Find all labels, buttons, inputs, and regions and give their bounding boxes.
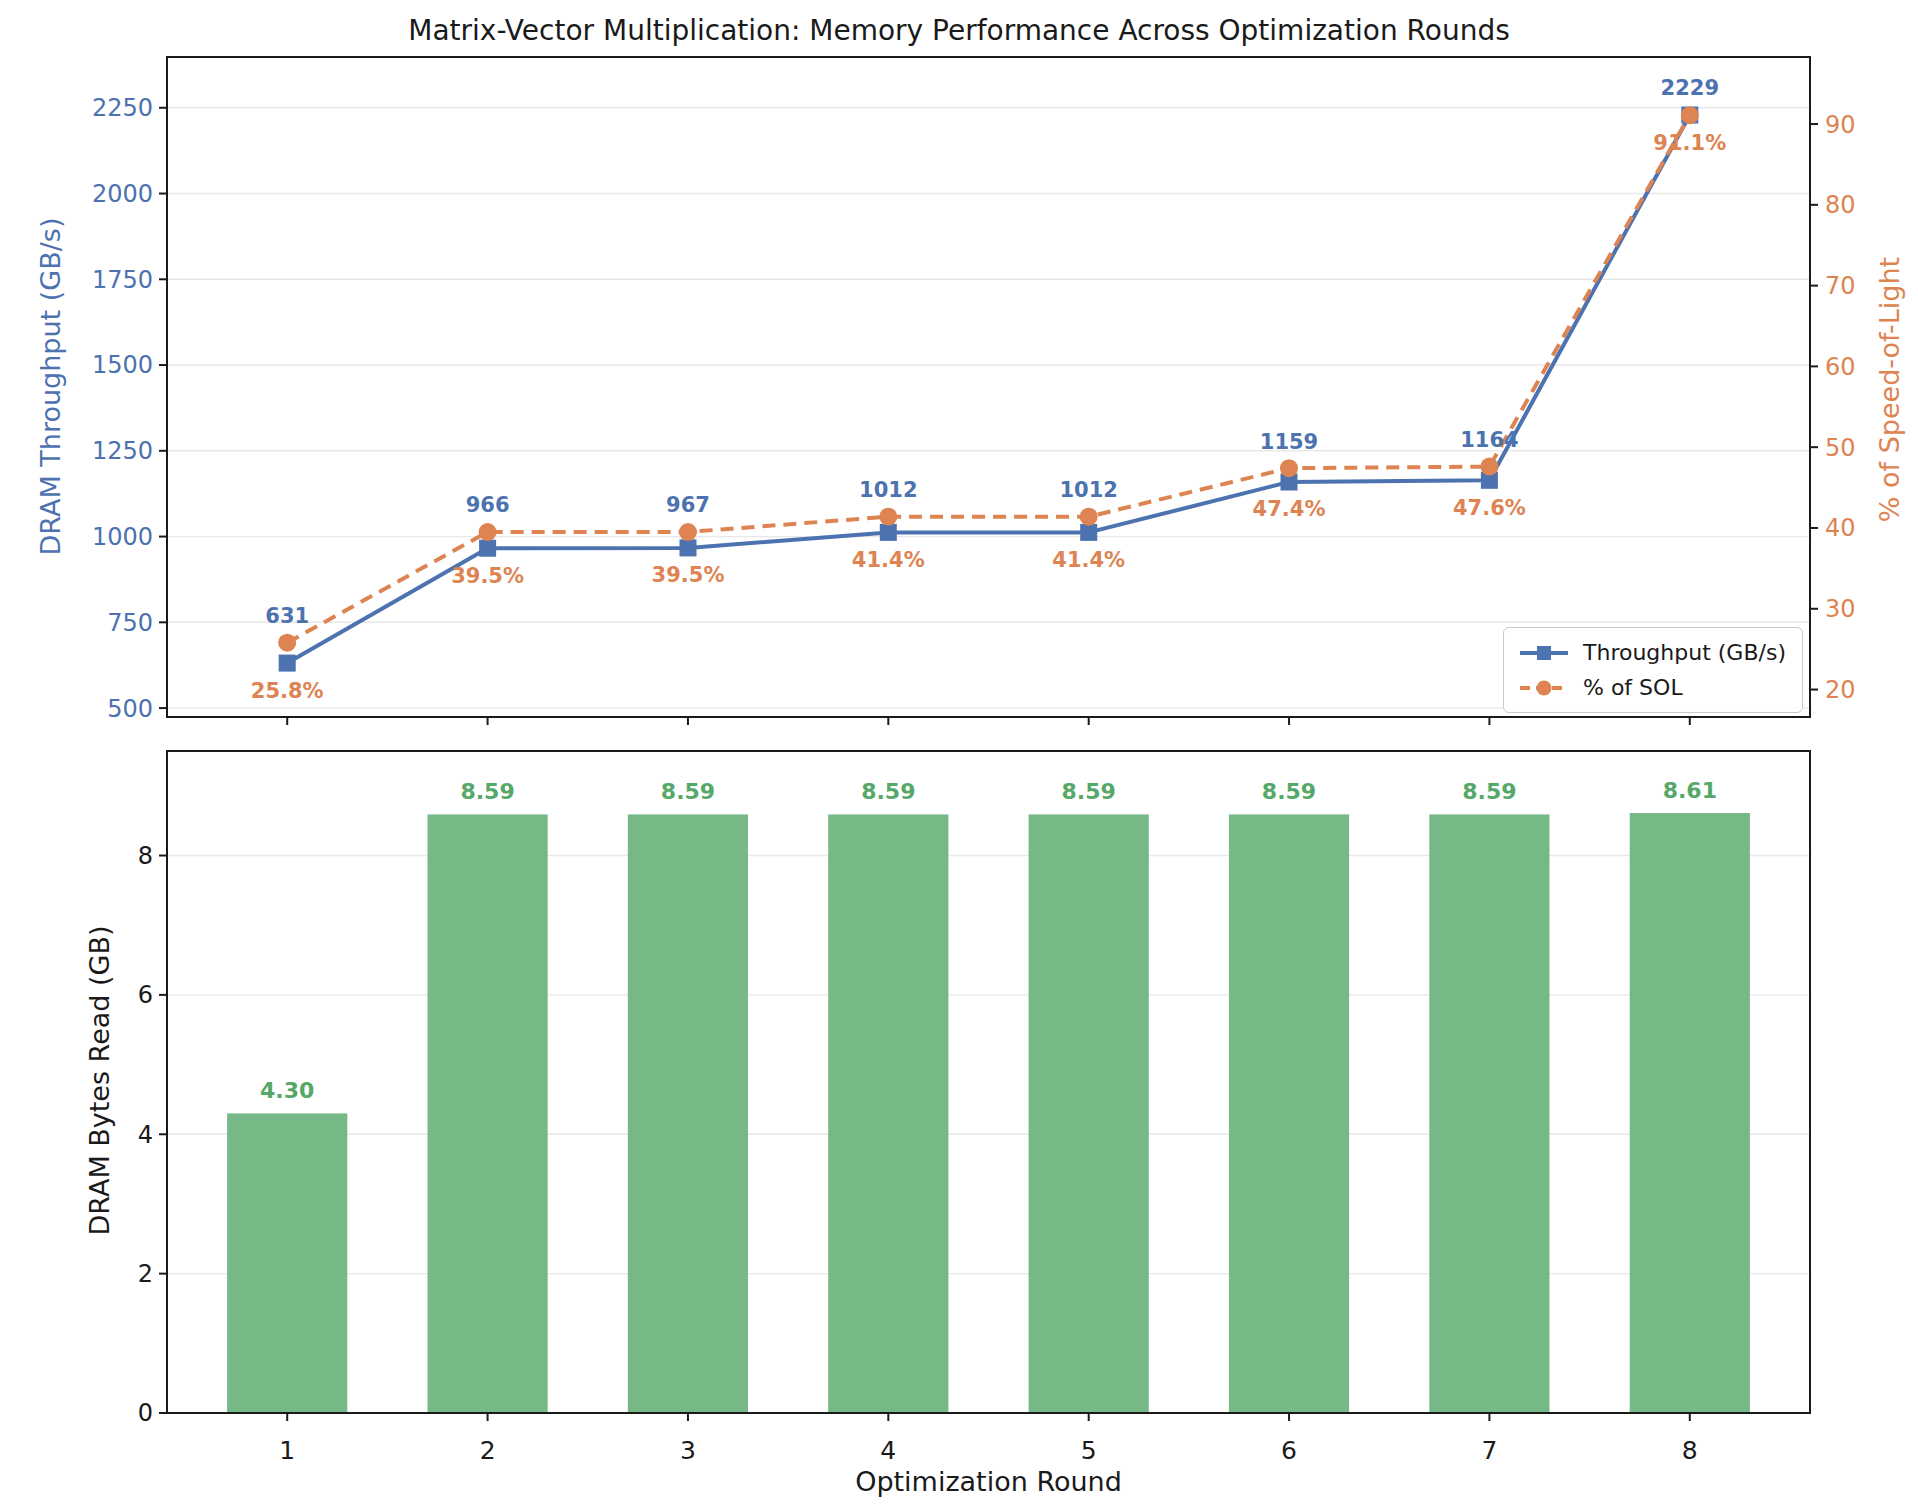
- legend-row-sol: % of SOL: [1518, 675, 1788, 700]
- bottom-y-tick-label: 2: [138, 1260, 153, 1288]
- bar-value-label: 8.59: [1462, 779, 1516, 804]
- bar-round-2: [428, 814, 548, 1413]
- throughput-value-label: 1012: [859, 478, 917, 502]
- throughput-value-label: 1159: [1260, 430, 1318, 454]
- right-tick-label: 90: [1825, 111, 1856, 139]
- top-right-y-axis-label: % of Speed-of-Light: [1874, 90, 1905, 690]
- right-tick-label: 60: [1825, 353, 1856, 381]
- throughput-marker: [880, 524, 897, 541]
- throughput-value-label: 966: [466, 493, 510, 517]
- left-tick-label: 1250: [92, 437, 153, 465]
- figure: 4.308.598.598.598.598.598.598.6150075010…: [0, 0, 1918, 1508]
- sol-marker: [879, 508, 897, 526]
- right-tick-label: 30: [1825, 595, 1856, 623]
- bottom-x-tick-label: 1: [279, 1436, 295, 1465]
- sol-marker: [679, 523, 697, 541]
- top-chart-spines: [167, 57, 1810, 717]
- bottom-x-tick-label: 6: [1281, 1436, 1297, 1465]
- sol-percent-label: 47.4%: [1253, 497, 1326, 521]
- throughput-marker: [1080, 524, 1097, 541]
- sol-percent-label: 25.8%: [251, 679, 324, 703]
- chart-title: Matrix-Vector Multiplication: Memory Per…: [0, 14, 1918, 47]
- bottom-x-tick-label: 4: [880, 1436, 896, 1465]
- top-left-y-axis-label: DRAM Throughput (GB/s): [35, 87, 66, 687]
- left-tick-label: 1500: [92, 351, 153, 379]
- throughput-marker: [680, 539, 697, 556]
- sol-marker: [479, 523, 497, 541]
- throughput-marker: [279, 655, 296, 672]
- bottom-x-tick-label: 3: [680, 1436, 696, 1465]
- x-axis-label: Optimization Round: [167, 1466, 1810, 1497]
- throughput-value-label: 1012: [1059, 478, 1117, 502]
- chart-canvas: 4.308.598.598.598.598.598.598.6150075010…: [0, 0, 1918, 1508]
- sol-percent-label: 41.4%: [852, 548, 925, 572]
- bar-value-label: 4.30: [260, 1078, 314, 1103]
- throughput-value-label: 1164: [1460, 428, 1518, 452]
- legend-label-throughput: Throughput (GB/s): [1583, 640, 1786, 665]
- bar-round-3: [628, 814, 748, 1413]
- sol-percent-label: 41.4%: [1052, 548, 1125, 572]
- sol-percent-label: 39.5%: [451, 564, 524, 588]
- bottom-y-tick-label: 4: [138, 1121, 153, 1149]
- right-tick-label: 70: [1825, 272, 1856, 300]
- legend-row-throughput: Throughput (GB/s): [1518, 640, 1788, 665]
- sol-marker: [278, 634, 296, 652]
- bottom-y-axis-label: DRAM Bytes Read (GB): [84, 781, 115, 1381]
- bar-value-label: 8.59: [1062, 779, 1116, 804]
- bar-round-6: [1229, 814, 1349, 1413]
- sol-percent-label: 91.1%: [1653, 131, 1726, 155]
- sol-marker: [1280, 459, 1298, 477]
- bottom-y-tick-label: 6: [138, 981, 153, 1009]
- throughput-value-label: 967: [666, 493, 710, 517]
- left-tick-label: 1000: [92, 523, 153, 551]
- throughput-legend-swatch: [1518, 641, 1570, 665]
- bar-round-8: [1630, 813, 1750, 1413]
- throughput-value-label: 2229: [1661, 76, 1719, 100]
- right-tick-label: 20: [1825, 676, 1856, 704]
- sol-percent-label: 47.6%: [1453, 496, 1526, 520]
- bar-round-4: [828, 814, 948, 1413]
- left-tick-label: 1750: [92, 266, 153, 294]
- sol-marker: [1681, 106, 1699, 124]
- bar-round-1: [227, 1113, 347, 1413]
- sol-percent-label: 39.5%: [652, 563, 725, 587]
- throughput-value-label: 631: [265, 604, 309, 628]
- bottom-x-tick-label: 5: [1081, 1436, 1097, 1465]
- bar-round-7: [1429, 814, 1549, 1413]
- bar-value-label: 8.59: [661, 779, 715, 804]
- bar-value-label: 8.59: [861, 779, 915, 804]
- bottom-x-tick-label: 2: [480, 1436, 496, 1465]
- left-tick-label: 2250: [92, 94, 153, 122]
- bar-round-5: [1029, 814, 1149, 1413]
- bottom-y-tick-label: 8: [138, 842, 153, 870]
- left-tick-label: 2000: [92, 180, 153, 208]
- left-tick-label: 500: [107, 695, 153, 723]
- sol-legend-swatch: [1518, 676, 1570, 700]
- legend: Throughput (GB/s) % of SOL: [1503, 627, 1803, 713]
- bottom-y-tick-label: 0: [138, 1399, 153, 1427]
- right-tick-label: 50: [1825, 434, 1856, 462]
- bar-value-label: 8.61: [1663, 778, 1717, 803]
- sol-marker: [1080, 508, 1098, 526]
- legend-label-sol: % of SOL: [1583, 675, 1683, 700]
- square-legend-marker: [1537, 646, 1551, 660]
- bottom-chart-spines: [167, 751, 1810, 1413]
- bar-value-label: 8.59: [1262, 779, 1316, 804]
- throughput-marker: [479, 540, 496, 557]
- sol-marker: [1480, 458, 1498, 476]
- circle-legend-marker: [1537, 680, 1552, 695]
- bar-value-label: 8.59: [460, 779, 514, 804]
- bottom-x-tick-label: 7: [1481, 1436, 1497, 1465]
- right-tick-label: 40: [1825, 514, 1856, 542]
- left-tick-label: 750: [107, 609, 153, 637]
- right-tick-label: 80: [1825, 191, 1856, 219]
- bottom-x-tick-label: 8: [1682, 1436, 1698, 1465]
